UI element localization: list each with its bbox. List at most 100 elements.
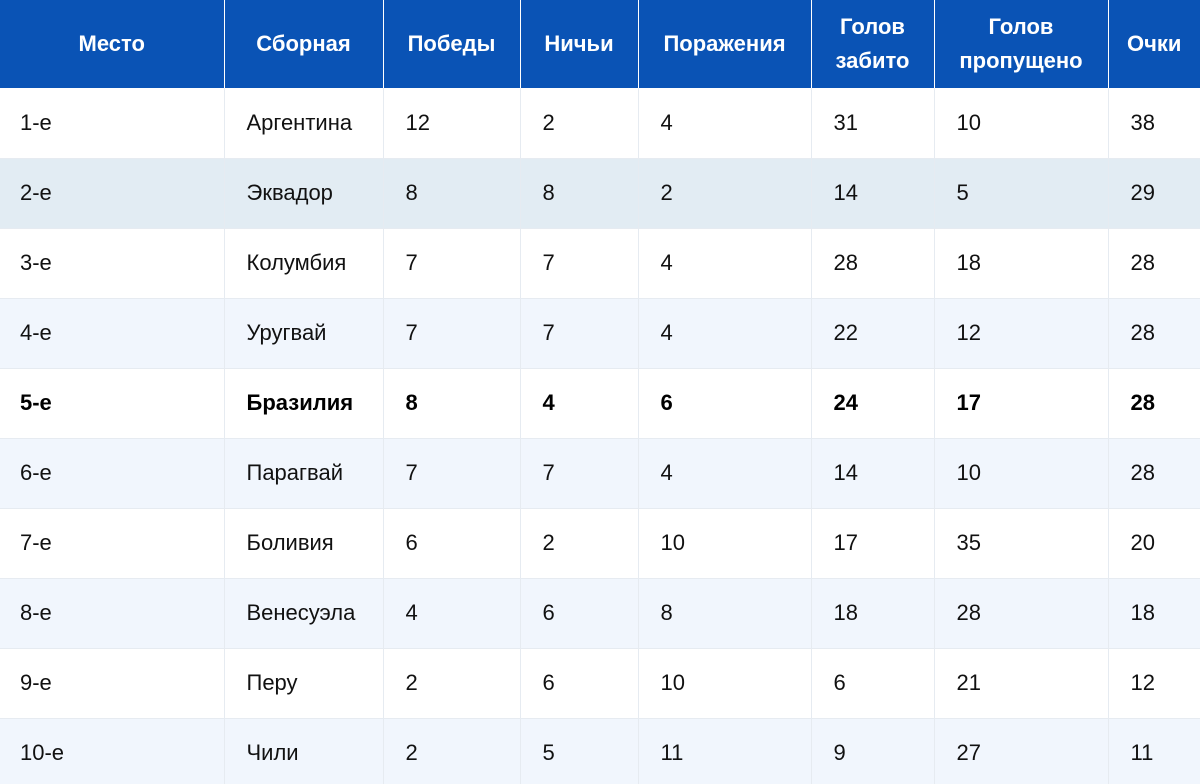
cell-points: 29 (1107, 158, 1200, 229)
cell-wins: 7 (382, 298, 520, 369)
cell-losses: 4 (637, 298, 811, 369)
cell-losses: 4 (637, 228, 811, 299)
header-points: Очки (1107, 0, 1200, 88)
cell-points: 28 (1107, 438, 1200, 509)
cell-place: 3-е (0, 228, 224, 299)
cell-points: 11 (1107, 718, 1200, 784)
cell-goals-conceded: 10 (933, 88, 1108, 159)
cell-place: 6-е (0, 438, 224, 509)
cell-place: 10-е (0, 718, 224, 784)
cell-team: Перу (223, 648, 383, 719)
cell-team: Боливия (223, 508, 383, 579)
cell-place: 7-е (0, 508, 224, 579)
header-row: Место Сборная Победы Ничьи Поражения Гол… (0, 0, 1200, 88)
table-row: 6-е Парагвай 7 7 4 14 10 28 (0, 438, 1200, 509)
table-row: 7-е Боливия 6 2 10 17 35 20 (0, 508, 1200, 579)
header-place: Место (0, 0, 224, 88)
cell-goals-scored: 18 (810, 578, 934, 649)
cell-goals-scored: 28 (810, 228, 934, 299)
cell-goals-conceded: 28 (933, 578, 1108, 649)
header-goals-conceded: Голов пропущено (933, 0, 1108, 88)
cell-goals-conceded: 27 (933, 718, 1108, 784)
table-row: 4-е Уругвай 7 7 4 22 12 28 (0, 298, 1200, 369)
cell-place: 9-е (0, 648, 224, 719)
cell-team: Венесуэла (223, 578, 383, 649)
cell-losses: 10 (637, 648, 811, 719)
cell-points: 12 (1107, 648, 1200, 719)
cell-wins: 8 (382, 158, 520, 229)
cell-place: 8-е (0, 578, 224, 649)
cell-wins: 2 (382, 718, 520, 784)
table-row: 8-е Венесуэла 4 6 8 18 28 18 (0, 578, 1200, 649)
cell-goals-conceded: 21 (933, 648, 1108, 719)
cell-draws: 7 (519, 438, 638, 509)
cell-points: 28 (1107, 298, 1200, 369)
cell-points: 20 (1107, 508, 1200, 579)
cell-team: Парагвай (223, 438, 383, 509)
cell-team: Аргентина (223, 88, 383, 159)
cell-team: Эквадор (223, 158, 383, 229)
cell-draws: 5 (519, 718, 638, 784)
cell-losses: 10 (637, 508, 811, 579)
cell-goals-conceded: 12 (933, 298, 1108, 369)
cell-draws: 2 (519, 88, 638, 159)
cell-losses: 11 (637, 718, 811, 784)
cell-points: 38 (1107, 88, 1200, 159)
cell-wins: 8 (382, 368, 520, 439)
cell-goals-scored: 14 (810, 438, 934, 509)
cell-losses: 6 (637, 368, 811, 439)
cell-goals-conceded: 35 (933, 508, 1108, 579)
cell-goals-conceded: 17 (933, 368, 1108, 439)
cell-losses: 2 (637, 158, 811, 229)
cell-team: Бразилия (223, 368, 383, 439)
cell-losses: 4 (637, 88, 811, 159)
cell-wins: 4 (382, 578, 520, 649)
cell-goals-conceded: 18 (933, 228, 1108, 299)
cell-draws: 7 (519, 298, 638, 369)
cell-goals-conceded: 5 (933, 158, 1108, 229)
cell-goals-scored: 6 (810, 648, 934, 719)
header-team: Сборная (223, 0, 383, 88)
cell-wins: 12 (382, 88, 520, 159)
cell-draws: 8 (519, 158, 638, 229)
cell-place: 2-е (0, 158, 224, 229)
cell-wins: 2 (382, 648, 520, 719)
header-goals-scored: Голов забито (810, 0, 934, 88)
cell-points: 28 (1107, 228, 1200, 299)
cell-draws: 2 (519, 508, 638, 579)
cell-place: 1-е (0, 88, 224, 159)
table-row: 10-е Чили 2 5 11 9 27 11 (0, 718, 1200, 784)
cell-goals-scored: 9 (810, 718, 934, 784)
cell-points: 28 (1107, 368, 1200, 439)
cell-goals-scored: 14 (810, 158, 934, 229)
cell-goals-scored: 24 (810, 368, 934, 439)
cell-goals-scored: 22 (810, 298, 934, 369)
cell-draws: 6 (519, 648, 638, 719)
cell-place: 5-е (0, 368, 224, 439)
table-row: 9-е Перу 2 6 10 6 21 12 (0, 648, 1200, 719)
cell-team: Колумбия (223, 228, 383, 299)
header-wins: Победы (382, 0, 520, 88)
table-row-highlighted: 5-е Бразилия 8 4 6 24 17 28 (0, 368, 1200, 439)
cell-points: 18 (1107, 578, 1200, 649)
cell-goals-conceded: 10 (933, 438, 1108, 509)
header-losses: Поражения (637, 0, 811, 88)
cell-wins: 7 (382, 228, 520, 299)
cell-losses: 8 (637, 578, 811, 649)
cell-draws: 7 (519, 228, 638, 299)
cell-draws: 6 (519, 578, 638, 649)
cell-wins: 7 (382, 438, 520, 509)
header-draws: Ничьи (519, 0, 638, 88)
cell-losses: 4 (637, 438, 811, 509)
cell-goals-scored: 31 (810, 88, 934, 159)
cell-team: Уругвай (223, 298, 383, 369)
table-row: 3-е Колумбия 7 7 4 28 18 28 (0, 228, 1200, 299)
cell-draws: 4 (519, 368, 638, 439)
table-row: 1-е Аргентина 12 2 4 31 10 38 (0, 88, 1200, 159)
cell-wins: 6 (382, 508, 520, 579)
table-row: 2-е Эквадор 8 8 2 14 5 29 (0, 158, 1200, 229)
cell-goals-scored: 17 (810, 508, 934, 579)
cell-place: 4-е (0, 298, 224, 369)
cell-team: Чили (223, 718, 383, 784)
